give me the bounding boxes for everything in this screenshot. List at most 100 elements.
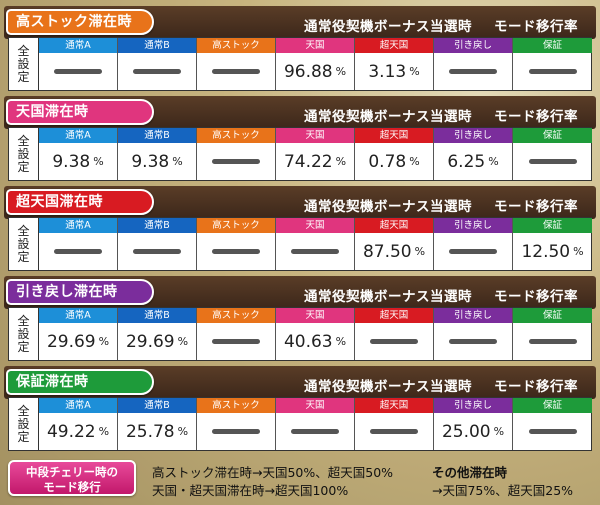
rate-column: 超天国 0.78% bbox=[355, 128, 434, 180]
percent-unit: % bbox=[414, 245, 426, 258]
no-value-dash bbox=[370, 429, 418, 434]
percent-unit: % bbox=[409, 155, 420, 168]
column-header: 引き戻し bbox=[434, 398, 512, 413]
rate-cell: 6.25% bbox=[434, 143, 512, 180]
percent-unit: % bbox=[573, 245, 584, 258]
percent-unit: % bbox=[488, 155, 499, 168]
rate-cell: 49.22% bbox=[39, 413, 117, 450]
rate-cell: 25.78% bbox=[118, 413, 196, 450]
rate-cell: 74.22% bbox=[276, 143, 354, 180]
rate-column: 通常A 29.69% bbox=[39, 308, 118, 360]
rate-cell bbox=[197, 53, 275, 90]
no-value-dash bbox=[133, 69, 181, 74]
percent-unit: % bbox=[93, 155, 104, 168]
rate-value: 12.50 bbox=[521, 241, 571, 262]
section-title: 通常役契機ボーナス当選時 モード移行率 bbox=[304, 105, 578, 125]
section-title: 通常役契機ボーナス当選時 モード移行率 bbox=[304, 285, 578, 305]
column-header: 高ストック bbox=[197, 128, 275, 143]
no-value-dash bbox=[528, 159, 577, 164]
percent-unit: % bbox=[98, 335, 110, 348]
mode-section: 天国滞在時 通常役契機ボーナス当選時 モード移行率全設定通常A 9.38% 通常B 9.3… bbox=[4, 96, 596, 182]
rate-value: 87.50 bbox=[362, 241, 412, 262]
section-label: 引き戻し滞在時 bbox=[6, 279, 154, 305]
rate-column: 通常B 9.38% bbox=[118, 128, 197, 180]
column-header: 通常B bbox=[118, 218, 196, 233]
section-label: 超天国滞在時 bbox=[6, 189, 154, 215]
rate-column: 通常B bbox=[118, 218, 197, 270]
no-value-dash bbox=[291, 249, 339, 254]
column-header: 引き戻し bbox=[434, 38, 512, 53]
footer-left-line2: 天国・超天国滞在時→超天国100% bbox=[152, 483, 349, 498]
rate-column: 天国 bbox=[276, 398, 355, 450]
cherry-tag-line1: 中段チェリー時の bbox=[26, 465, 118, 479]
cherry-tag: 中段チェリー時の モード移行 bbox=[8, 460, 136, 496]
rate-cell bbox=[197, 233, 275, 270]
rate-value: 6.25 bbox=[447, 151, 486, 172]
rate-value: 74.22 bbox=[283, 151, 333, 172]
rate-value: 96.88 bbox=[283, 61, 333, 82]
rate-cell bbox=[197, 323, 275, 360]
all-settings-char: 全 bbox=[17, 403, 30, 418]
no-value-dash bbox=[449, 339, 497, 344]
section-header: 保証滞在時 通常役契機ボーナス当選時 モード移行率 bbox=[4, 366, 596, 399]
rate-column: 引き戻し 6.25% bbox=[434, 128, 513, 180]
column-header: 超天国 bbox=[355, 38, 433, 53]
rate-value: 3.13 bbox=[368, 61, 407, 82]
footer-right-line1: その他滞在時 bbox=[432, 465, 508, 480]
rate-column: 保証 bbox=[513, 38, 592, 90]
rate-cell bbox=[513, 413, 592, 450]
percent-unit: % bbox=[493, 425, 505, 438]
section-header: 超天国滞在時 通常役契機ボーナス当選時 モード移行率 bbox=[4, 186, 596, 219]
no-value-dash bbox=[133, 249, 181, 254]
column-header: 引き戻し bbox=[434, 218, 512, 233]
all-settings-char: 設 bbox=[17, 326, 30, 341]
footer-right-line2: →天国75%、超天国25% bbox=[432, 483, 574, 498]
column-header: 高ストック bbox=[197, 398, 275, 413]
rate-column: 引き戻し bbox=[434, 308, 513, 360]
section-title-left: 通常役契機ボーナス当選時 bbox=[304, 19, 472, 35]
mode-section: 超天国滞在時 通常役契機ボーナス当選時 モード移行率全設定通常A 通常B 高ストック 天国… bbox=[4, 186, 596, 272]
column-header: 保証 bbox=[513, 128, 592, 143]
all-settings-char: 設 bbox=[17, 56, 30, 71]
rate-cell bbox=[434, 53, 512, 90]
rate-value: 49.22 bbox=[46, 421, 96, 442]
rate-cell bbox=[39, 233, 117, 270]
no-value-dash bbox=[212, 429, 260, 434]
rate-cell: 9.38% bbox=[118, 143, 196, 180]
no-value-dash bbox=[528, 69, 577, 74]
rate-cell: 29.69% bbox=[39, 323, 117, 360]
rate-cell: 3.13% bbox=[355, 53, 433, 90]
no-value-dash bbox=[54, 249, 102, 254]
column-header: 超天国 bbox=[355, 218, 433, 233]
rate-value: 9.38 bbox=[52, 151, 91, 172]
rate-column: 天国 74.22% bbox=[276, 128, 355, 180]
all-settings-char: 定 bbox=[17, 159, 30, 174]
rate-column: 通常A 49.22% bbox=[39, 398, 118, 450]
rate-column: 通常A bbox=[39, 218, 118, 270]
rate-column: 高ストック bbox=[197, 218, 276, 270]
all-settings-char: 全 bbox=[17, 313, 30, 328]
percent-unit: % bbox=[98, 425, 110, 438]
rate-column: 高ストック bbox=[197, 308, 276, 360]
rate-value: 29.69 bbox=[125, 331, 175, 352]
percent-unit: % bbox=[335, 335, 347, 348]
column-header: 引き戻し bbox=[434, 308, 512, 323]
column-header: 通常A bbox=[39, 128, 117, 143]
column-header: 天国 bbox=[276, 38, 354, 53]
rate-cell: 0.78% bbox=[355, 143, 433, 180]
rate-column: 天国 bbox=[276, 218, 355, 270]
all-settings-char: 定 bbox=[17, 429, 30, 444]
rate-table: 全設定通常A 29.69% 通常B 29.69% 高ストック 天国 40.63% 超天国 引き戻… bbox=[8, 307, 592, 361]
column-header: 通常A bbox=[39, 398, 117, 413]
column-header: 高ストック bbox=[197, 308, 275, 323]
all-settings-char: 設 bbox=[17, 236, 30, 251]
rate-column: 保証 12.50% bbox=[513, 218, 592, 270]
cherry-tag-line2: モード移行 bbox=[43, 480, 101, 494]
column-header: 通常A bbox=[39, 308, 117, 323]
rate-value: 25.00 bbox=[441, 421, 491, 442]
section-title-right: モード移行率 bbox=[494, 289, 578, 305]
rate-value: 0.78 bbox=[368, 151, 407, 172]
rate-value: 25.78 bbox=[125, 421, 175, 442]
section-label: 保証滞在時 bbox=[6, 369, 154, 395]
rate-column: 通常B bbox=[118, 38, 197, 90]
